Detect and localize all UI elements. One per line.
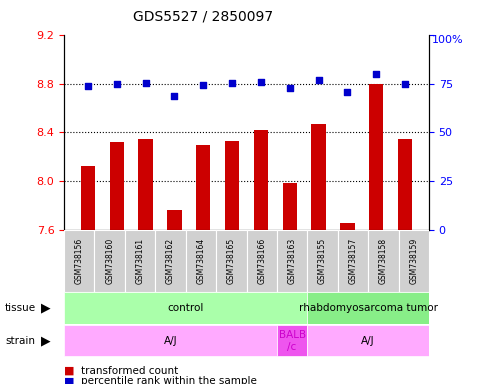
Bar (312, 124, 326, 230)
Text: GSM738158: GSM738158 (379, 238, 388, 284)
Text: GSM738159: GSM738159 (409, 238, 418, 284)
Text: control: control (168, 303, 204, 313)
Point (315, 76, 322, 83)
Bar (95, 230, 125, 292)
Point (141, 79, 149, 86)
Bar (216, 230, 246, 292)
Bar (246, 230, 277, 292)
Bar (109, 142, 124, 230)
Point (113, 81, 121, 87)
Text: A/J: A/J (361, 336, 375, 346)
Text: GDS5527 / 2850097: GDS5527 / 2850097 (133, 10, 273, 23)
Bar (225, 141, 239, 230)
Point (171, 93, 178, 99)
Text: ▶: ▶ (41, 334, 51, 347)
Point (84, 83, 92, 89)
Bar (369, 83, 384, 230)
Bar (81, 166, 95, 230)
Text: A/J: A/J (164, 336, 177, 346)
Bar (368, 230, 398, 292)
Text: GSM738160: GSM738160 (105, 238, 114, 284)
Bar (64, 230, 95, 292)
Text: GSM738157: GSM738157 (349, 238, 357, 284)
Text: GSM738162: GSM738162 (166, 238, 175, 284)
Text: BALB
/c: BALB /c (279, 330, 306, 352)
Text: GSM738155: GSM738155 (318, 238, 327, 284)
Point (228, 80, 236, 86)
Bar (277, 325, 307, 356)
Bar (196, 145, 211, 230)
Bar (254, 130, 268, 230)
Point (344, 89, 352, 95)
Text: transformed count: transformed count (81, 366, 178, 376)
Text: GSM738164: GSM738164 (196, 238, 206, 284)
Text: strain: strain (5, 336, 35, 346)
Text: 100%: 100% (431, 35, 463, 45)
Bar (167, 210, 181, 230)
Bar (398, 230, 429, 292)
Bar (125, 230, 155, 292)
Bar (307, 230, 338, 292)
Text: GSM738166: GSM738166 (257, 238, 266, 284)
Bar (155, 230, 186, 292)
Bar (64, 293, 307, 324)
Point (401, 81, 409, 87)
Text: rhabdomyosarcoma tumor: rhabdomyosarcoma tumor (299, 303, 438, 313)
Bar (64, 325, 277, 356)
Bar (340, 223, 354, 230)
Text: GSM738163: GSM738163 (287, 238, 297, 284)
Point (372, 71, 380, 77)
Bar (277, 230, 307, 292)
Text: ■: ■ (64, 366, 74, 376)
Bar (307, 293, 429, 324)
Bar (139, 139, 153, 230)
Point (286, 85, 294, 91)
Text: tissue: tissue (5, 303, 36, 313)
Text: percentile rank within the sample: percentile rank within the sample (81, 376, 257, 384)
Text: ■: ■ (64, 376, 74, 384)
Bar (398, 139, 412, 230)
Text: ▶: ▶ (41, 302, 51, 314)
Bar (186, 230, 216, 292)
Bar (338, 230, 368, 292)
Text: GSM738165: GSM738165 (227, 238, 236, 284)
Bar (307, 325, 429, 356)
Bar (282, 183, 297, 230)
Point (199, 83, 207, 89)
Point (257, 78, 265, 84)
Text: GSM738156: GSM738156 (75, 238, 84, 284)
Text: GSM738161: GSM738161 (136, 238, 144, 284)
